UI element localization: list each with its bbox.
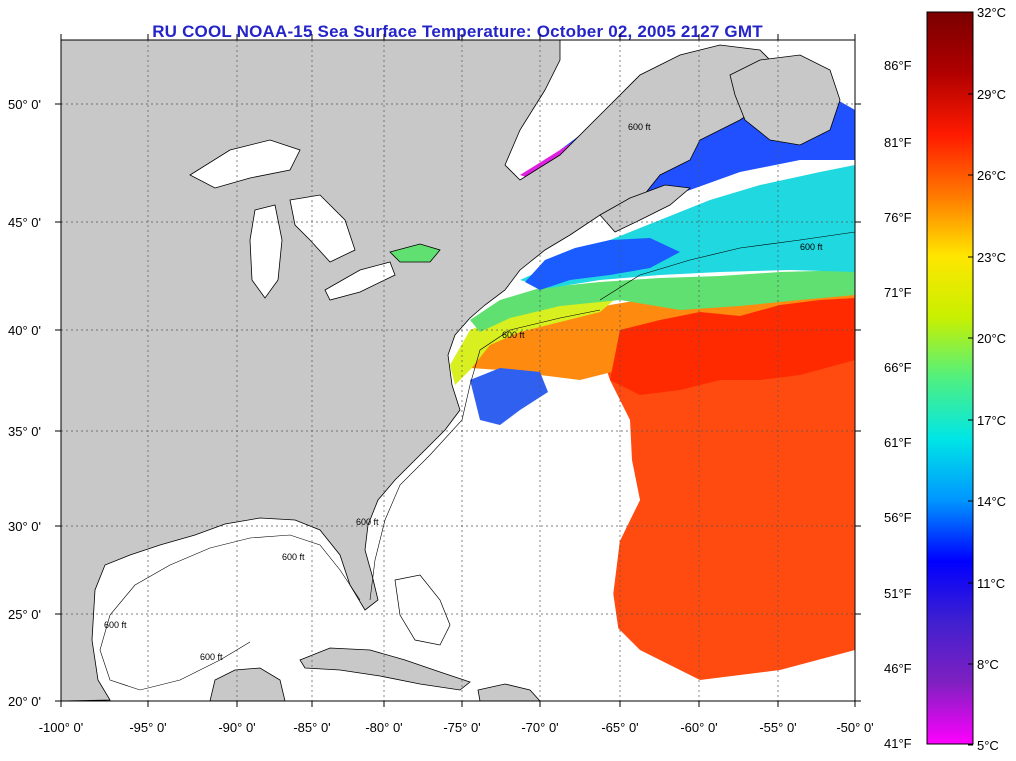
lon-tick-label: -60° 0' — [680, 720, 717, 735]
colorbar-c-label: 26°C — [977, 168, 1006, 183]
colorbar-f-label: 66°F — [884, 360, 912, 375]
lat-tick-label: 35° 0' — [8, 424, 41, 439]
land-cuba — [299, 647, 471, 691]
contour-label-2: 600 ft — [356, 517, 379, 527]
land-newfoundland — [729, 54, 841, 146]
colorbar-c-label: 5°C — [977, 738, 999, 753]
lon-tick-label: -65° 0' — [601, 720, 638, 735]
gridlines — [61, 40, 855, 701]
lat-tick-label: 40° 0' — [8, 323, 41, 338]
bahamas-shelf — [394, 574, 451, 646]
lon-tick-label: -70° 0' — [521, 720, 558, 735]
sst-green-band — [470, 270, 855, 332]
lon-tick-label: -90° 0' — [218, 720, 255, 735]
lat-tick-label: 50° 0' — [8, 97, 41, 112]
contour-label-6: 600 ft — [628, 122, 651, 132]
colorbar-c-label: 20°C — [977, 331, 1006, 346]
colorbar-c-label: 14°C — [977, 494, 1006, 509]
colorbar — [926, 11, 974, 745]
colorbar-c-label: 32°C — [977, 5, 1006, 20]
land-north-america — [61, 40, 781, 701]
lon-tick-label: -95° 0' — [129, 720, 166, 735]
colorbar-f-label: 51°F — [884, 586, 912, 601]
lat-tick-label: 45° 0' — [8, 215, 41, 230]
colorbar-f-label: 61°F — [884, 435, 912, 450]
contour-600ft-canada — [599, 231, 855, 301]
contour-label-5: 600 ft — [200, 652, 223, 662]
colorbar-fahrenheit-labels: 86°F 81°F 76°F 71°F 66°F 61°F 56°F 51°F 46°F 41°F — [884, 58, 912, 751]
sst-yellow-shelf — [450, 295, 620, 385]
colorbar-f-label: 86°F — [884, 58, 912, 73]
lon-tick-label: -75° 0' — [443, 720, 480, 735]
lat-tick-label: 25° 0' — [8, 607, 41, 622]
colorbar-f-label: 71°F — [884, 285, 912, 300]
lake-superior — [189, 139, 301, 189]
contour-label-1: 600 ft — [502, 330, 525, 340]
lake-ontario — [389, 243, 441, 263]
colorbar-c-label: 11°C — [977, 576, 1005, 591]
lat-tick-label: 20° 0' — [8, 694, 41, 709]
map-area: 600 ft 600 ft 600 ft 600 ft 600 ft 600 f… — [61, 40, 855, 701]
land-yucatan — [209, 667, 286, 701]
colorbar-c-label: 8°C — [977, 657, 999, 672]
contour-label-4: 600 ft — [104, 620, 127, 630]
sst-blue-cape-hatteras — [470, 368, 548, 425]
lon-tick-label: -85° 0' — [293, 720, 330, 735]
contour-label-3: 600 ft — [282, 552, 305, 562]
cloud-patch-sargasso — [515, 395, 640, 660]
colorbar-f-label: 76°F — [884, 210, 912, 225]
sst-red-eddies — [610, 298, 855, 395]
map-frame — [60, 39, 856, 702]
lon-tick-label: -55° 0' — [759, 720, 796, 735]
lat-tick-label: 30° 0' — [8, 519, 41, 534]
lon-tick-label: -80° 0' — [365, 720, 402, 735]
map-title: RU COOL NOAA-15 Sea Surface Temperature:… — [152, 22, 763, 41]
latitude-axis: 50° 0' 45° 0' 40° 0' 35° 0' 30° 0' 25° 0' 20° … — [8, 97, 861, 709]
colorbar-f-label: 46°F — [884, 661, 912, 676]
sst-blue-gulf-maine — [525, 238, 680, 290]
lake-erie — [324, 261, 396, 301]
land-nova-scotia — [599, 184, 691, 233]
lon-tick-label: -100° 0' — [39, 720, 84, 735]
colorbar-c-label: 29°C — [977, 87, 1006, 102]
lake-michigan — [249, 204, 283, 299]
lon-tick-label: -50° 0' — [836, 720, 873, 735]
lake-huron — [289, 194, 356, 263]
colorbar-celsius-labels: 32°C 29°C 26°C 23°C 20°C 17°C 14°C 11°C 8°C 5°C — [968, 5, 1006, 753]
colorbar-f-label: 81°F — [884, 135, 912, 150]
colorbar-c-label: 17°C — [977, 413, 1006, 428]
land-hispaniola — [477, 683, 541, 701]
colorbar-f-label: 41°F — [884, 736, 912, 751]
colorbar-f-label: 56°F — [884, 510, 912, 525]
colorbar-c-label: 23°C — [977, 250, 1006, 265]
longitude-axis: -100° 0' -95° 0' -90° 0' -85° 0' -80° 0' -75°… — [39, 34, 874, 735]
contour-600ft-gulf — [99, 534, 361, 691]
contour-label-7: 600 ft — [800, 242, 823, 252]
